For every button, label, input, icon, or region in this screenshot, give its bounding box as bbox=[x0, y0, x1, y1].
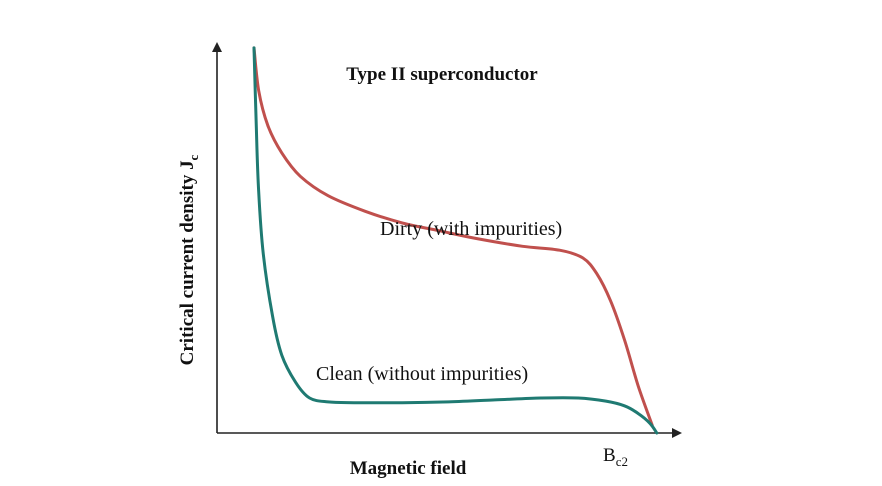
series-label-dirty: Dirty (with impurities) bbox=[380, 218, 562, 240]
x-tick-label-sub: c2 bbox=[616, 454, 628, 469]
x-tick-label-main: B bbox=[603, 445, 616, 466]
chart-title: Type II superconductor bbox=[346, 64, 538, 85]
series-line-dirty bbox=[252, 46, 654, 427]
series-label-clean: Clean (without impurities) bbox=[316, 363, 528, 385]
series-line-clean bbox=[252, 46, 659, 435]
y-axis-label-main: Critical current density J bbox=[177, 160, 198, 365]
x-axis-label: Magnetic field bbox=[350, 458, 467, 479]
y-axis-label: Critical current density Jc bbox=[177, 154, 201, 365]
x-tick-label-bc2: Bc2 bbox=[603, 445, 628, 469]
series-layer bbox=[252, 46, 659, 435]
y-axis-label-sub: c bbox=[186, 154, 201, 160]
